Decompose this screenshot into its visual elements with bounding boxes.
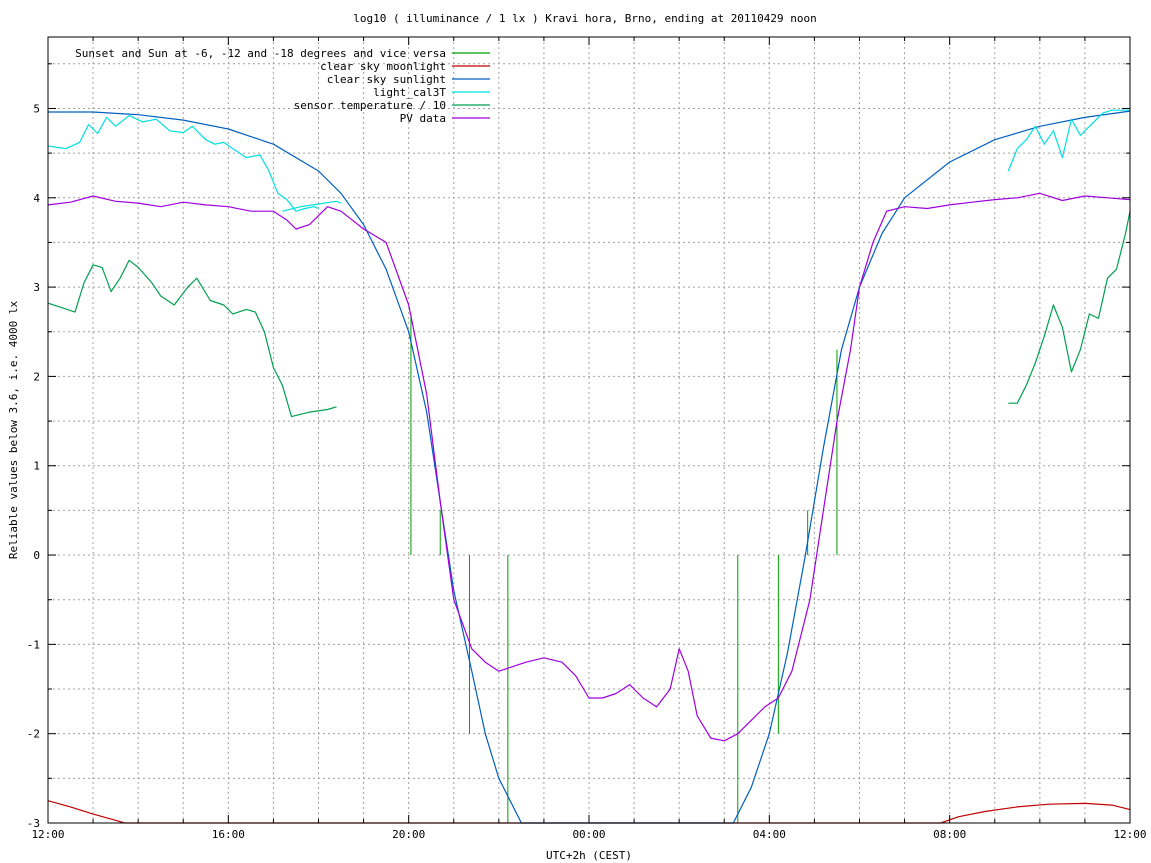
x-tick-label: 08:00 xyxy=(933,828,966,841)
y-tick-label: 3 xyxy=(33,281,40,294)
y-tick-label: 0 xyxy=(33,549,40,562)
series-3 xyxy=(47,109,1130,212)
y-tick-label: 2 xyxy=(33,370,40,383)
series-line xyxy=(47,800,1131,824)
y-tick-label: 1 xyxy=(33,460,40,473)
legend-label: PV data xyxy=(400,112,446,125)
series-line xyxy=(47,115,319,212)
series-layer xyxy=(47,109,1131,824)
x-tick-label: 20:00 xyxy=(392,828,425,841)
legend-label: Sunset and Sun at -6, -12 and -18 degree… xyxy=(75,47,446,60)
series-0 xyxy=(410,313,838,823)
series-line xyxy=(1007,109,1130,172)
series-2 xyxy=(48,110,1131,824)
series-line xyxy=(48,110,1131,824)
grid xyxy=(48,37,1130,823)
legend-label: sensor temperature / 10 xyxy=(294,99,446,112)
legend: Sunset and Sun at -6, -12 and -18 degree… xyxy=(75,47,490,125)
x-tick-label: 12:00 xyxy=(1113,828,1146,841)
legend-label: clear sky sunlight xyxy=(327,73,446,86)
series-line xyxy=(282,200,342,212)
y-tick-label: -2 xyxy=(27,728,40,741)
series-line xyxy=(47,259,337,418)
legend-label: clear sky moonlight xyxy=(320,60,446,73)
x-tick-label: 16:00 xyxy=(212,828,245,841)
x-tick-label: 00:00 xyxy=(572,828,605,841)
x-tick-label: 04:00 xyxy=(753,828,786,841)
series-4 xyxy=(47,211,1131,418)
x-axis-label: UTC+2h (CEST) xyxy=(546,849,632,862)
y-axis-label: Reliable values below 3.6, i.e. 4000 lx xyxy=(7,300,20,559)
y-tick-label: -1 xyxy=(27,638,40,651)
series-line xyxy=(1008,211,1131,404)
x-tick-label: 12:00 xyxy=(31,828,64,841)
legend-label: light_cal3T xyxy=(373,86,446,99)
series-1 xyxy=(47,800,1131,824)
series-line xyxy=(47,192,1131,742)
y-tick-label: 4 xyxy=(33,192,40,205)
series-5 xyxy=(47,192,1131,742)
y-tick-label: -3 xyxy=(27,817,40,830)
chart-title: log10 ( illuminance / 1 lx ) Kravi hora,… xyxy=(353,12,817,25)
plot-frame xyxy=(47,36,1131,824)
axis-ticks: 12:00 16:00 20:00 00:00 04:00 08:00 12:00-3-2-… xyxy=(27,37,1147,841)
y-tick-label: 5 xyxy=(33,102,40,115)
